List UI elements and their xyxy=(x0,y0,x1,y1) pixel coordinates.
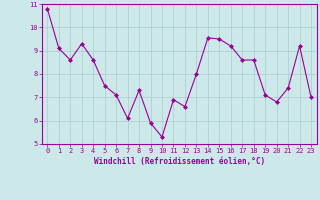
X-axis label: Windchill (Refroidissement éolien,°C): Windchill (Refroidissement éolien,°C) xyxy=(94,157,265,166)
